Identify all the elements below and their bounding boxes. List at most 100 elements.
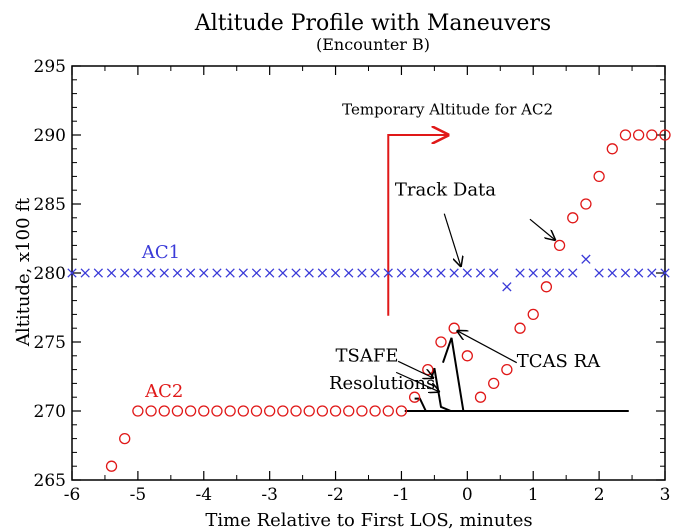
y-tick-label: 295 [34,57,66,77]
ac2-point [356,405,368,417]
annotation-track-data: Track Data [395,180,496,201]
ac2-point [488,377,500,390]
ac2-point [395,405,408,417]
x-tick-label: 1 [528,485,539,505]
ac2-point [527,308,539,321]
ac1-point [436,268,446,278]
annotation-arrow [397,360,433,378]
ac1-point [251,268,262,278]
ac2-point [593,170,605,183]
ac1-point [475,268,486,278]
ac1-point [660,268,670,278]
annotation-arrow [443,213,460,266]
ac1-point [199,268,209,278]
ac1-point [317,268,328,278]
ac2-point [132,405,144,417]
x-tick-label: 0 [462,485,473,505]
ac2-point [382,405,394,417]
ac1-point [357,268,367,278]
y-tick-label: 270 [34,402,66,422]
x-tick-label: 2 [594,485,605,505]
ac2-point [119,432,131,445]
ac2-point [264,405,276,417]
y-tick-label: 290 [34,126,66,146]
ac2-point [184,405,197,417]
ac2-point [211,405,223,417]
ac1-point [423,268,433,278]
x-tick-label: -4 [195,485,212,505]
ac1-point [528,268,538,278]
ac2-point [619,129,632,141]
ac2-point [145,405,157,417]
ac1-point [541,268,552,278]
annotation-arrow [457,331,518,364]
series-label-ac2: AC2 [144,381,183,402]
annotation-arrow [395,371,439,391]
y-tick-label: 280 [34,264,66,284]
annotation-tsafe: TSAFE [336,345,399,366]
ac2-point [158,405,170,417]
ac1-point [172,268,183,278]
ac2-point [303,405,315,417]
x-tick-label: -6 [64,485,81,505]
ac1-point [581,254,591,264]
ac1-point [370,268,380,278]
ac2-point [224,405,236,417]
x-tick-label: -3 [261,485,278,505]
ac2-point [105,460,118,472]
x-tick-label: -2 [327,485,344,505]
plot-frame [71,65,666,481]
ac1-point [383,268,393,278]
ac2-point [316,405,329,417]
ac2-point [329,405,342,417]
ac1-point [265,268,275,278]
x-tick-label: -1 [393,485,410,505]
ac1-point [489,268,499,278]
resolution-trace [414,397,427,412]
ac1-point [607,268,617,278]
ac2-point [290,405,302,417]
ac1-point [291,268,301,278]
temporary-altitude-label: Temporary Altitude for AC2 [342,100,553,118]
ac2-point [540,281,553,293]
series-label-ac1: AC1 [141,242,180,263]
ac1-point [554,268,565,278]
ac1-point [568,268,578,278]
ac2-point [369,405,381,417]
ac1-point [93,268,104,278]
ac1-point [344,268,354,278]
chart-subtitle: (Encounter B) [316,35,430,54]
resolution-trace [442,337,465,412]
ac1-point [409,268,420,278]
ac2-point [501,363,513,376]
ac2-point [580,198,592,210]
ac1-point [225,268,235,278]
ac1-point [502,282,512,292]
ac1-point [146,268,156,278]
ac1-point [396,268,407,278]
ac2-point [277,405,289,417]
annotation-tcas-ra: TCAS RA [517,351,601,372]
temporary-altitude-arrow [387,135,447,316]
ac1-point [594,268,604,278]
x-tick-label: 3 [660,485,671,505]
ac2-point [553,239,566,252]
y-tick-label: 275 [34,333,66,353]
ac2-point [435,336,447,348]
annotation-arrow [529,218,555,240]
ac2-point [250,405,263,417]
ac1-point [620,268,631,278]
ac2-point [632,129,645,141]
y-tick-label: 285 [34,195,66,215]
ac1-point [462,268,472,278]
ac1-point [449,268,459,278]
ac1-point [106,268,117,278]
ac1-point [647,268,657,278]
x-tick-label: -5 [130,485,147,505]
ac1-point [159,268,169,278]
ac2-point [237,405,249,417]
ac2-point [659,129,671,141]
ac1-point [304,268,314,278]
ac1-point [212,268,222,278]
